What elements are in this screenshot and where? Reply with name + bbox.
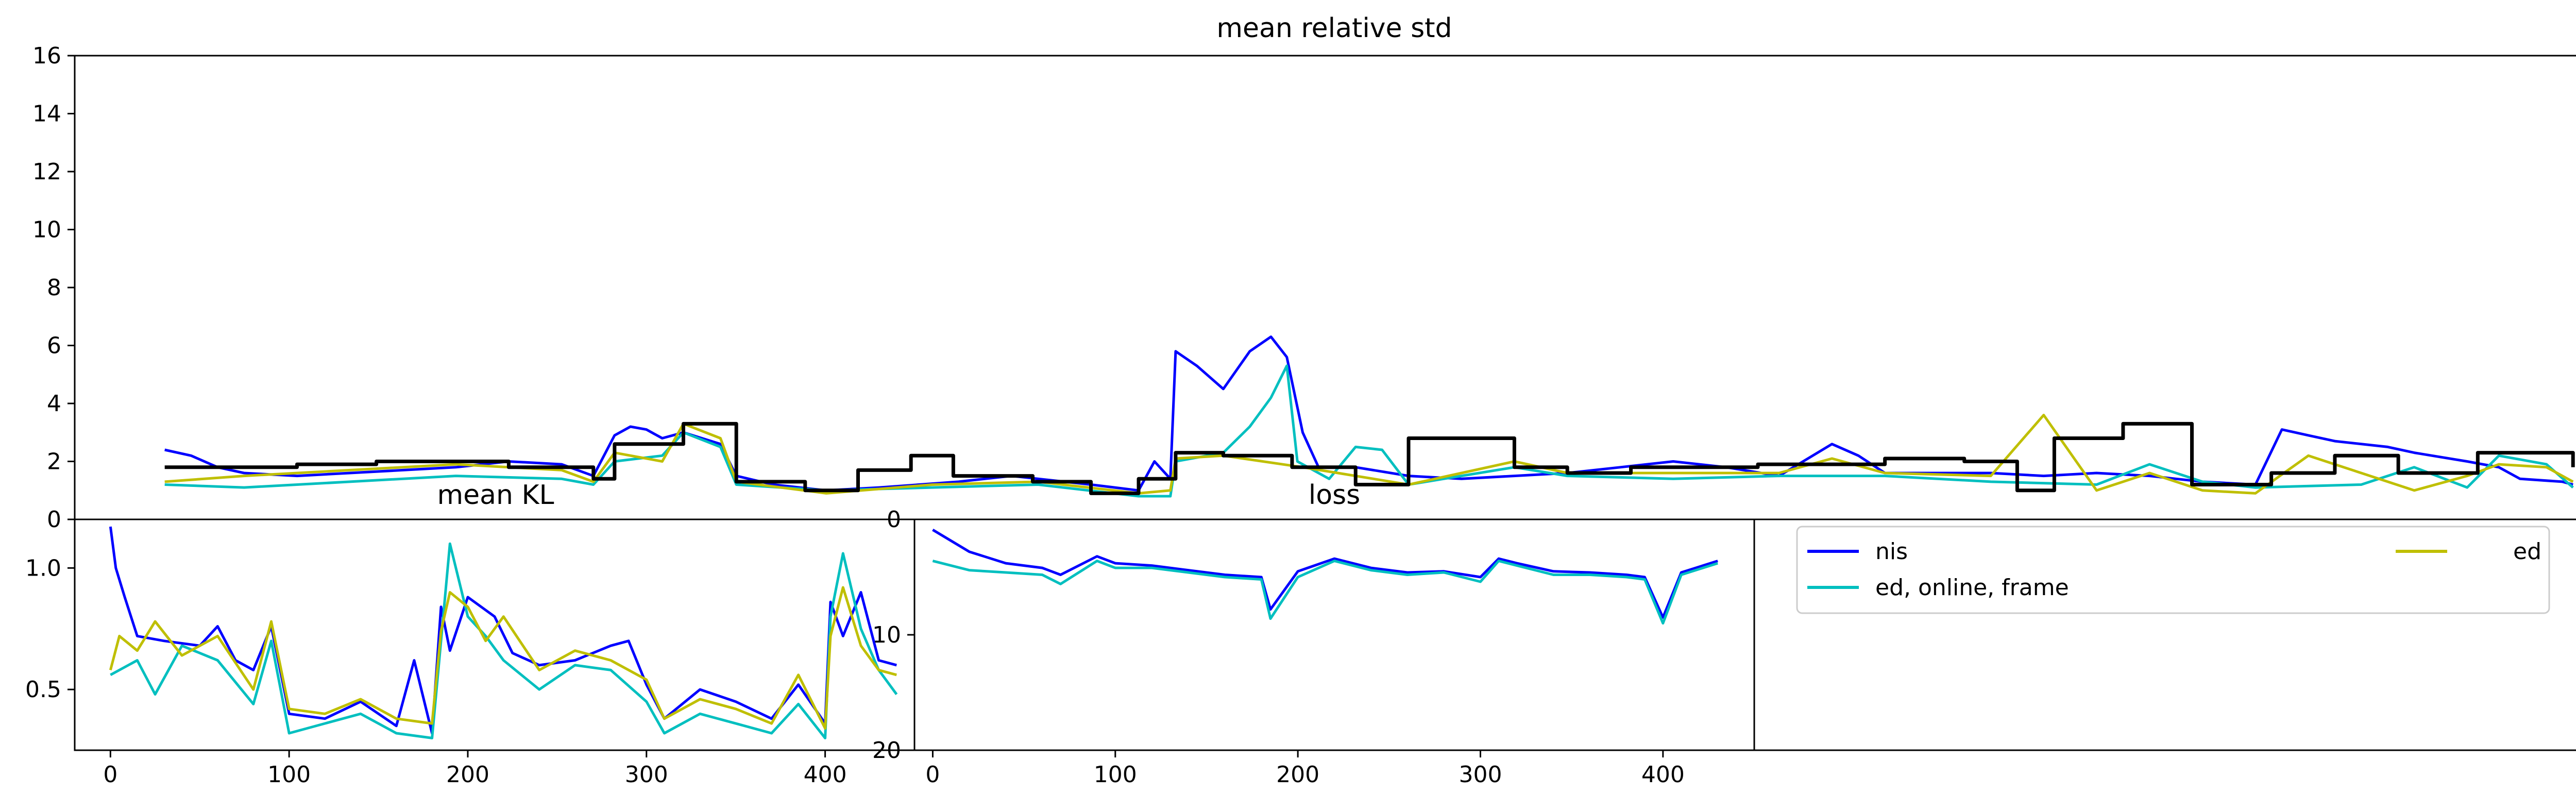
y-tick-label: 14 <box>32 101 61 127</box>
legend-label-ed-online-frame: ed, online, frame <box>1875 575 2069 601</box>
x-tick-label: 200 <box>1276 762 1319 788</box>
x-tick-label: 0 <box>925 762 940 788</box>
x-tick-label: 300 <box>625 762 668 788</box>
series-line-ed-online-frame-2 <box>932 560 1718 625</box>
x-tick-label: 0 <box>103 762 117 788</box>
y-tick-label: 4 <box>47 391 61 417</box>
series-line-nis-2 <box>932 529 1718 619</box>
legend-label-ed: ed <box>2513 538 2541 565</box>
y-tick-label: 2 <box>47 449 61 475</box>
panel-title-mean-relative-std: mean relative std <box>1216 13 1452 44</box>
legend-axes-frame <box>1753 518 2576 751</box>
kl-plot-area <box>109 526 898 739</box>
kl-axes-ticks: 0.5 1.0 0 100 200 300 400 <box>25 555 847 788</box>
series-line-nis-1 <box>109 526 897 735</box>
y-tick-label: 12 <box>32 159 61 185</box>
x-tick-label: 100 <box>1094 762 1137 788</box>
y-tick-label: 0.5 <box>25 677 61 703</box>
y-tick-label: 1.0 <box>25 555 61 581</box>
series-line-reference-0 <box>164 421 2575 495</box>
series-line-ed-online-frame-0 <box>164 364 2574 498</box>
top-y-axis: 0 2 4 6 8 10 12 14 16 <box>32 43 75 533</box>
y-tick-label: 20 <box>872 737 901 764</box>
x-tick-label: 400 <box>804 762 847 788</box>
panel-title-loss: loss <box>1309 480 1360 511</box>
y-tick-label: 0 <box>887 507 901 533</box>
y-tick-label: 0 <box>47 507 61 533</box>
y-tick-label: 16 <box>32 43 61 69</box>
legend-label-nis: nis <box>1875 538 1908 565</box>
x-tick-label: 200 <box>446 762 489 788</box>
series-line-ed-1 <box>109 586 897 730</box>
loss-axes-frame <box>913 518 1755 751</box>
y-tick-label: 10 <box>32 217 61 243</box>
legend-box <box>1796 526 2550 614</box>
x-tick-label: 100 <box>267 762 311 788</box>
x-tick-label: 400 <box>1641 762 1685 788</box>
series-line-ed-online-frame-1 <box>110 542 898 739</box>
x-tick-label: 300 <box>1459 762 1502 788</box>
top-plot-area <box>164 335 2575 498</box>
y-tick-label: 10 <box>872 622 901 648</box>
panel-legend: nis ed, online, frame ed <box>1753 518 2576 751</box>
panel-mean-kl: mean KL 0.51.00 100 200 300 400 <box>25 480 916 788</box>
loss-plot-area <box>932 529 1718 625</box>
panel-title-mean-kl: mean KL <box>437 480 554 511</box>
top-axes-frame <box>74 55 2576 520</box>
y-tick-label: 8 <box>47 275 61 301</box>
panel-mean-relative-std: mean relative std 0 2 4 6 8 10 12 14 16 <box>32 13 2576 533</box>
y-tick-label: 6 <box>47 333 61 359</box>
